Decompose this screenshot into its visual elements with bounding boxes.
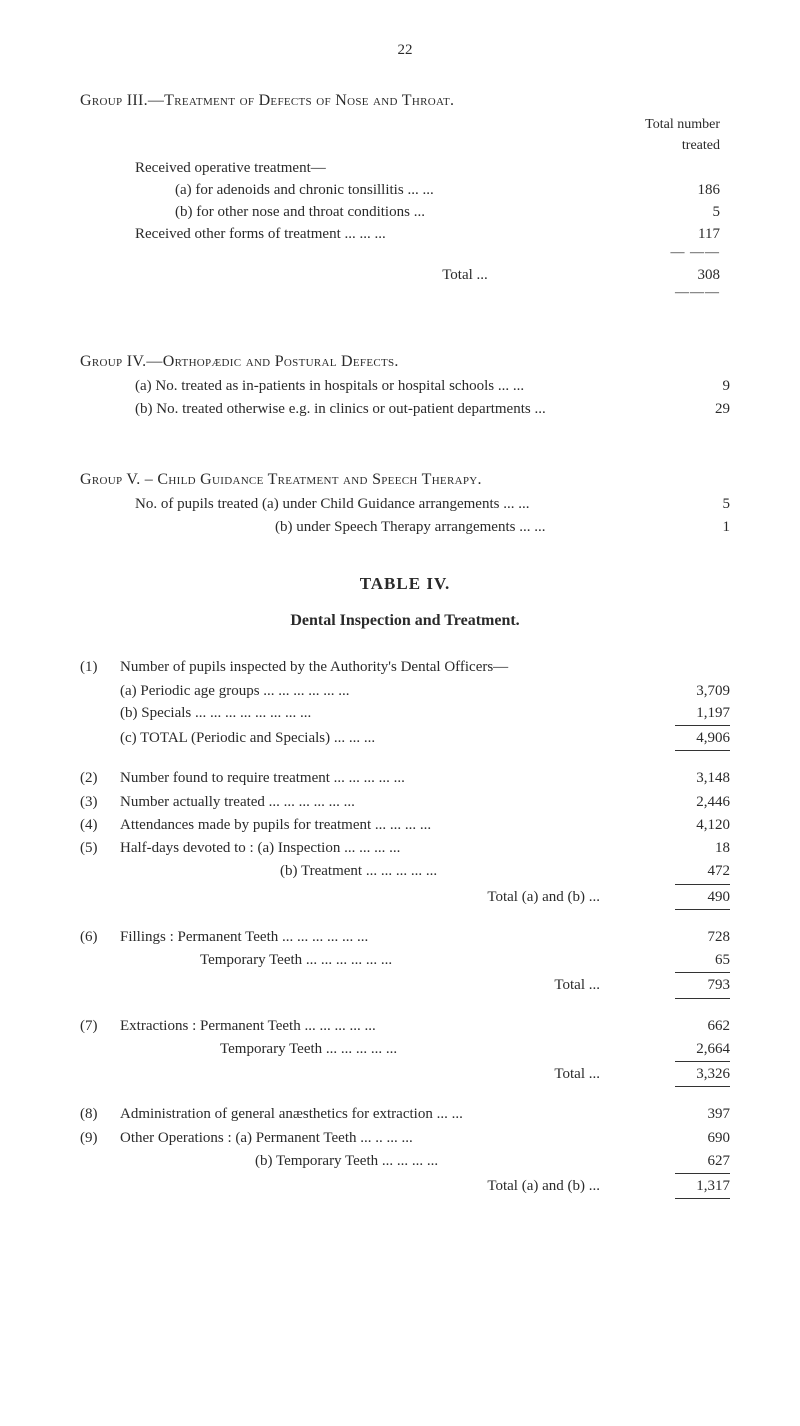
rule xyxy=(675,1198,730,1199)
item5-total-label: Total (a) and (b) ... xyxy=(487,887,660,907)
group3-heading: Group III.—Treatment of Defects of Nose … xyxy=(80,90,730,112)
item7-b-val: 2,664 xyxy=(660,1039,730,1059)
item1-c-val: 4,906 xyxy=(660,728,730,748)
group4-a-label: (a) No. treated as in-patients in hospit… xyxy=(135,376,680,396)
item6-total-label: Total ... xyxy=(554,975,660,995)
group3-col-label1: Total number xyxy=(80,116,730,135)
item9-total-val: 1,317 xyxy=(660,1176,730,1196)
rule xyxy=(675,1086,730,1087)
item9-b-label: (b) Temporary Teeth ... ... ... ... xyxy=(255,1151,660,1171)
group3-total-label: Total ... xyxy=(80,265,650,285)
item4-num: (4) xyxy=(80,815,120,835)
group4-a-val: 9 xyxy=(680,376,730,396)
item5-b-label: (b) Treatment ... ... ... ... ... xyxy=(280,861,660,881)
rule xyxy=(675,1173,730,1174)
item8-num: (8) xyxy=(80,1104,120,1124)
item3-label: Number actually treated ... ... ... ... … xyxy=(120,792,660,812)
item9-num: (9) xyxy=(80,1128,120,1148)
item8-val: 397 xyxy=(660,1104,730,1124)
group5-line1-label: No. of pupils treated (a) under Child Gu… xyxy=(135,494,680,514)
item1-b-val: 1,197 xyxy=(660,703,730,723)
item2-val: 3,148 xyxy=(660,768,730,788)
item9-a-label: Other Operations : (a) Permanent Teeth .… xyxy=(120,1128,660,1148)
rule xyxy=(675,725,730,726)
item5-a-val: 18 xyxy=(660,838,730,858)
item6-total-val: 793 xyxy=(660,975,730,995)
item5-num: (5) xyxy=(80,838,120,858)
item1-b-label: (b) Specials ... ... ... ... ... ... ...… xyxy=(120,703,660,723)
group3-b-label: (b) for other nose and throat conditions… xyxy=(175,202,650,222)
table4-title: TABLE IV. xyxy=(80,573,730,596)
group3-received-op: Received operative treatment— xyxy=(80,158,730,178)
rule xyxy=(675,972,730,973)
group3-col-label2: treated xyxy=(80,137,730,156)
item7-a-val: 662 xyxy=(660,1016,730,1036)
item2-num: (2) xyxy=(80,768,120,788)
item4-val: 4,120 xyxy=(660,815,730,835)
group5-line1-val: 5 xyxy=(680,494,730,514)
rule xyxy=(675,750,730,751)
item9-b-val: 627 xyxy=(660,1151,730,1171)
table4-subtitle: Dental Inspection and Treatment. xyxy=(80,610,730,632)
group5-line2-val: 1 xyxy=(680,517,730,537)
group3-b-val: 5 xyxy=(650,202,730,222)
group3-other-val: 117 xyxy=(650,224,730,244)
item1-a-val: 3,709 xyxy=(660,681,730,701)
item7-total-label: Total ... xyxy=(554,1064,660,1084)
group4-b-val: 29 xyxy=(680,399,730,419)
item3-num: (3) xyxy=(80,792,120,812)
group3-dash2: ——— xyxy=(80,284,730,303)
item9-a-val: 690 xyxy=(660,1128,730,1148)
item7-total-val: 3,326 xyxy=(660,1064,730,1084)
rule xyxy=(675,884,730,885)
group3-other-label: Received other forms of treatment ... ..… xyxy=(135,224,650,244)
item7-num: (7) xyxy=(80,1016,120,1036)
group3-dash: — —— xyxy=(80,244,730,263)
item7-a-label: Extractions : Permanent Teeth ... ... ..… xyxy=(120,1016,660,1036)
item5-b-val: 472 xyxy=(660,861,730,881)
item2-label: Number found to require treatment ... ..… xyxy=(120,768,660,788)
item8-label: Administration of general anæsthetics fo… xyxy=(120,1104,660,1124)
item1-a-label: (a) Periodic age groups ... ... ... ... … xyxy=(120,681,660,701)
item1-c-label: (c) TOTAL (Periodic and Specials) ... ..… xyxy=(120,728,660,748)
group3-a-label: (a) for adenoids and chronic tonsillitis… xyxy=(175,180,650,200)
rule xyxy=(675,1061,730,1062)
group5-heading: Group V. – Child Guidance Treatment and … xyxy=(80,469,730,491)
item4-label: Attendances made by pupils for treatment… xyxy=(120,815,660,835)
item7-b-label: Temporary Teeth ... ... ... ... ... xyxy=(220,1039,660,1059)
item6-b-label: Temporary Teeth ... ... ... ... ... ... xyxy=(200,950,660,970)
group3-total-val: 308 xyxy=(650,265,730,285)
item5-total-val: 490 xyxy=(660,887,730,907)
item6-a-label: Fillings : Permanent Teeth ... ... ... .… xyxy=(120,927,660,947)
group5-line2-label: (b) under Speech Therapy arrangements ..… xyxy=(275,517,680,537)
item6-a-val: 728 xyxy=(660,927,730,947)
item9-total-label: Total (a) and (b) ... xyxy=(487,1176,660,1196)
item1-lead: Number of pupils inspected by the Author… xyxy=(120,657,730,677)
group4-heading: Group IV.—Orthopædic and Postural Defect… xyxy=(80,351,730,373)
group3-a-val: 186 xyxy=(650,180,730,200)
group4-b-label: (b) No. treated otherwise e.g. in clinic… xyxy=(135,399,680,419)
item6-num: (6) xyxy=(80,927,120,947)
item5-a-label: Half-days devoted to : (a) Inspection ..… xyxy=(120,838,660,858)
page-number: 22 xyxy=(80,40,730,60)
item1-num: (1) xyxy=(80,657,120,677)
item3-val: 2,446 xyxy=(660,792,730,812)
item6-b-val: 65 xyxy=(660,950,730,970)
rule xyxy=(675,909,730,910)
rule xyxy=(675,998,730,999)
